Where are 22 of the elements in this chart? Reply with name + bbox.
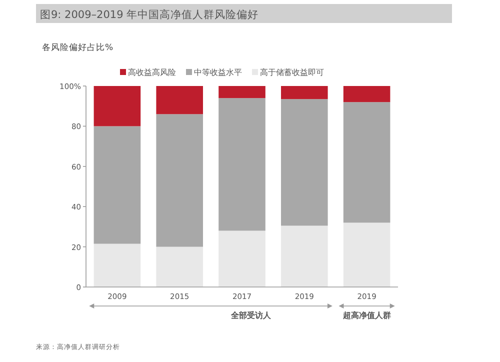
y-axis-title: 各风险偏好占比% <box>42 42 114 53</box>
text: 超高净值人群 <box>342 310 391 320</box>
bar <box>94 86 141 126</box>
bar <box>94 244 141 287</box>
bar <box>156 114 203 247</box>
bar <box>218 98 266 231</box>
bar <box>156 246 203 287</box>
bar <box>343 222 390 287</box>
legend-label: 中等收益水平 <box>194 68 242 77</box>
bar <box>343 102 390 223</box>
legend-label: 高于储蓄收益即可 <box>260 68 324 77</box>
bar <box>281 99 328 226</box>
legend-label: 高收益高风险 <box>128 68 176 77</box>
bar <box>94 126 141 244</box>
bar <box>156 86 203 114</box>
chart-title: 图9: 2009–2019 年中国高净值人群风险偏好 <box>40 8 259 21</box>
bar <box>281 86 328 100</box>
bar <box>343 86 390 102</box>
bar <box>218 86 266 98</box>
text: 全部受访人 <box>230 310 272 320</box>
bar <box>218 230 266 287</box>
bar <box>281 226 328 287</box>
